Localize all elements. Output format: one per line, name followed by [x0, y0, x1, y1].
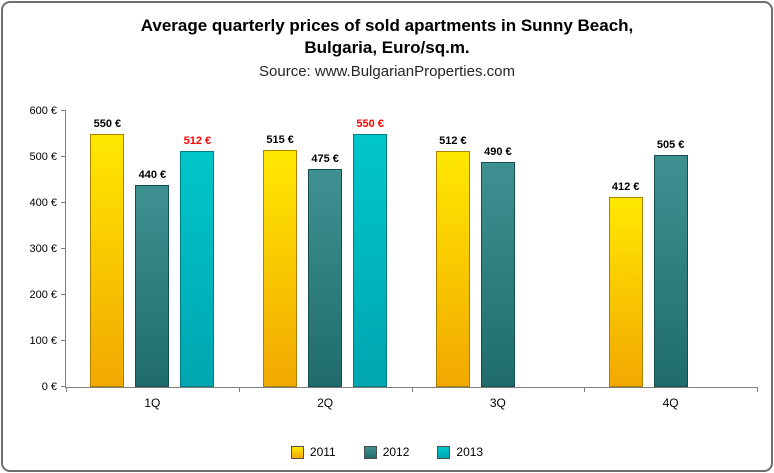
- x-axis-label: 2Q: [317, 396, 334, 410]
- x-axis-label: 1Q: [144, 396, 161, 410]
- bar-2013-2Q: 550 €: [353, 118, 388, 387]
- data-label: 412 €: [611, 181, 640, 194]
- bar-group-4Q: 412 € 505 € 4Q: [584, 111, 757, 410]
- y-axis-tick: [61, 386, 66, 387]
- data-label: 490 €: [484, 145, 512, 158]
- bar-group-3Q: 512 € 490 € 3Q: [412, 111, 585, 410]
- bar-2012-2Q: 475 €: [308, 153, 343, 387]
- bar-2012-1Q: 440 €: [135, 169, 170, 387]
- y-axis-label: 0 €: [41, 381, 57, 393]
- legend-swatch-icon: [290, 445, 304, 459]
- bar-slot: [526, 111, 560, 387]
- legend-swatch-icon: [437, 445, 451, 459]
- bar-slot: 412 €: [608, 111, 643, 387]
- bar-2011-2Q: 515 €: [263, 134, 298, 387]
- y-axis-tick: [61, 340, 66, 341]
- data-label: 550 €: [93, 118, 122, 130]
- bar-slot: 550 €: [353, 111, 388, 387]
- legend-item-2011: 2011: [290, 445, 336, 459]
- x-axis-tick: [238, 387, 240, 392]
- bar-slot: 490 €: [480, 111, 515, 387]
- y-axis-label: 100 €: [29, 335, 57, 348]
- bar-2011-1Q: 550 €: [90, 118, 125, 387]
- x-axis-tick: [584, 387, 586, 392]
- legend-item-2012: 2012: [363, 445, 410, 459]
- legend-label: 2011: [309, 445, 336, 459]
- y-axis-label: 500 €: [29, 151, 57, 163]
- bar-2012-4Q: 505 €: [653, 139, 688, 387]
- data-label: 515 €: [266, 134, 294, 147]
- bar-slot: [699, 111, 733, 387]
- y-axis-tick: [61, 110, 66, 111]
- y-axis-label: 400 €: [29, 197, 57, 210]
- data-label: 505 €: [656, 138, 685, 151]
- data-label: 512 €: [439, 135, 467, 148]
- data-label: 512 €: [183, 135, 212, 148]
- bar-2011-4Q: 412 €: [608, 181, 643, 387]
- y-axis-tick: [61, 202, 66, 203]
- bar-groups: 550 € 440 € 512 € 1Q 515 € 475 € 550 € 2Q 512 € 4…: [66, 111, 757, 410]
- x-axis-tick: [757, 387, 758, 392]
- bar-group-2Q: 515 € 475 € 550 € 2Q: [239, 111, 412, 410]
- legend-swatch-icon: [363, 445, 377, 459]
- legend-label: 2012: [382, 445, 410, 459]
- y-axis-label: 300 €: [29, 243, 57, 255]
- bar-slot: 550 €: [90, 111, 125, 387]
- x-axis-label: 3Q: [489, 396, 506, 410]
- chart-title-line1: Average quarterly prices of sold apartme…: [140, 16, 634, 35]
- y-axis-tick: [61, 248, 66, 249]
- x-axis-tick: [66, 387, 67, 392]
- chart-title: Average quarterly prices of sold apartme…: [3, 15, 771, 59]
- data-label: 440 €: [138, 168, 167, 181]
- y-axis-label: 200 €: [29, 289, 57, 302]
- bar-2012-3Q: 490 €: [480, 146, 515, 387]
- legend: 2011 2012 2013: [3, 445, 771, 459]
- bar-2013-1Q: 512 €: [180, 135, 215, 387]
- y-axis-tick: [61, 294, 66, 295]
- y-axis-label: 600 €: [29, 105, 57, 117]
- data-label: 550 €: [356, 118, 384, 130]
- bar-slot: 505 €: [653, 111, 688, 387]
- y-axis-tick: [61, 156, 66, 157]
- bar-slot: 512 €: [435, 111, 470, 387]
- bar-group-1Q: 550 € 440 € 512 € 1Q: [66, 111, 239, 410]
- source-text: Source: www.BulgarianProperties.com: [259, 63, 515, 80]
- plot-area: 0 € 100 € 200 € 300 € 400 € 500 € 600 € 550 € 44…: [29, 105, 758, 410]
- bar-2011-3Q: 512 €: [435, 135, 470, 387]
- bar-slot: 440 €: [135, 111, 170, 387]
- bar-slot: 512 €: [180, 111, 215, 387]
- chart-title-line2: Bulgaria, Euro/sq.m.: [304, 38, 470, 57]
- legend-label: 2013: [456, 445, 484, 459]
- bar-slot: 515 €: [263, 111, 298, 387]
- legend-item-2013: 2013: [437, 445, 483, 459]
- bar-slot: 475 €: [308, 111, 343, 387]
- x-axis-tick: [411, 387, 413, 392]
- x-axis-label: 4Q: [662, 396, 679, 410]
- data-label: 475 €: [311, 152, 339, 165]
